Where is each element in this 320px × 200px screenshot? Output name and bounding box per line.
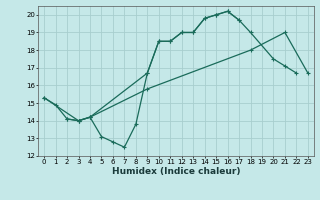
X-axis label: Humidex (Indice chaleur): Humidex (Indice chaleur): [112, 167, 240, 176]
